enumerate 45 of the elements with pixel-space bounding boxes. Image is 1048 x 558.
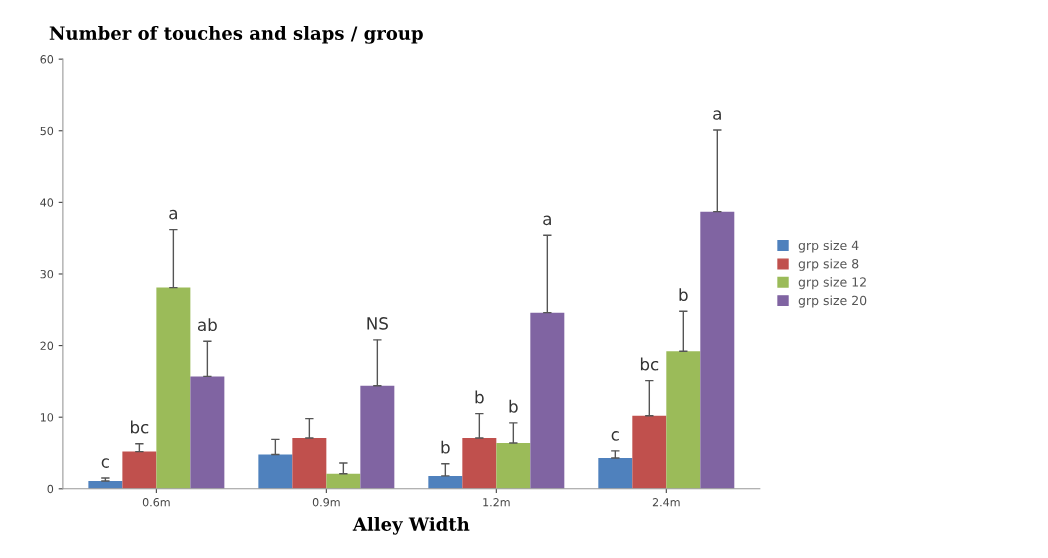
bar	[156, 287, 191, 489]
y-tick-label: 60	[40, 55, 54, 64]
legend-label: grp size 4	[798, 240, 859, 253]
y-tick-label: 30	[40, 269, 54, 279]
y-tick-label: 10	[40, 413, 54, 422]
annotation: a	[169, 209, 177, 220]
bar	[530, 312, 565, 489]
annotation: a	[543, 215, 551, 226]
y-tick-label: 40	[40, 198, 54, 207]
x-tick-label: 0.9m	[312, 498, 340, 507]
bar	[462, 437, 497, 489]
bar	[292, 437, 327, 489]
data-label: b	[475, 390, 484, 404]
x-tick-label: 1.2m	[483, 498, 510, 507]
bar	[700, 211, 735, 489]
annotation: a	[713, 110, 721, 120]
x-axis-title: Alley Width	[352, 516, 470, 535]
bar	[632, 415, 667, 489]
bar	[360, 385, 395, 489]
y-tick-label: 20	[40, 341, 54, 350]
data-label: b	[441, 440, 450, 454]
bar	[326, 473, 361, 489]
data-label: b	[509, 399, 518, 413]
bar	[598, 458, 633, 489]
legend-label: grp size 8	[798, 258, 859, 271]
data-label: bc	[131, 420, 149, 434]
data-label: c	[611, 431, 619, 441]
bar	[258, 454, 293, 489]
annotation: NS	[367, 317, 388, 330]
y-tick-label: 0	[47, 484, 54, 494]
data-label: c	[101, 458, 109, 468]
data-label: ab	[197, 318, 217, 332]
legend-label: grp size 12	[798, 277, 866, 290]
chart-title: Number of touches and slaps / group	[49, 25, 423, 44]
bar	[496, 442, 531, 489]
data-label: b	[679, 288, 688, 302]
x-tick-label: 2.4m	[652, 498, 680, 507]
bar	[666, 351, 701, 489]
x-tick-label: 0.6m	[142, 498, 170, 507]
bar	[428, 475, 463, 489]
legend-label: grp size 20	[798, 295, 867, 308]
bar	[190, 376, 225, 489]
y-tick-label: 50	[40, 126, 54, 136]
data-label: bc	[640, 357, 659, 371]
bar	[122, 451, 157, 489]
